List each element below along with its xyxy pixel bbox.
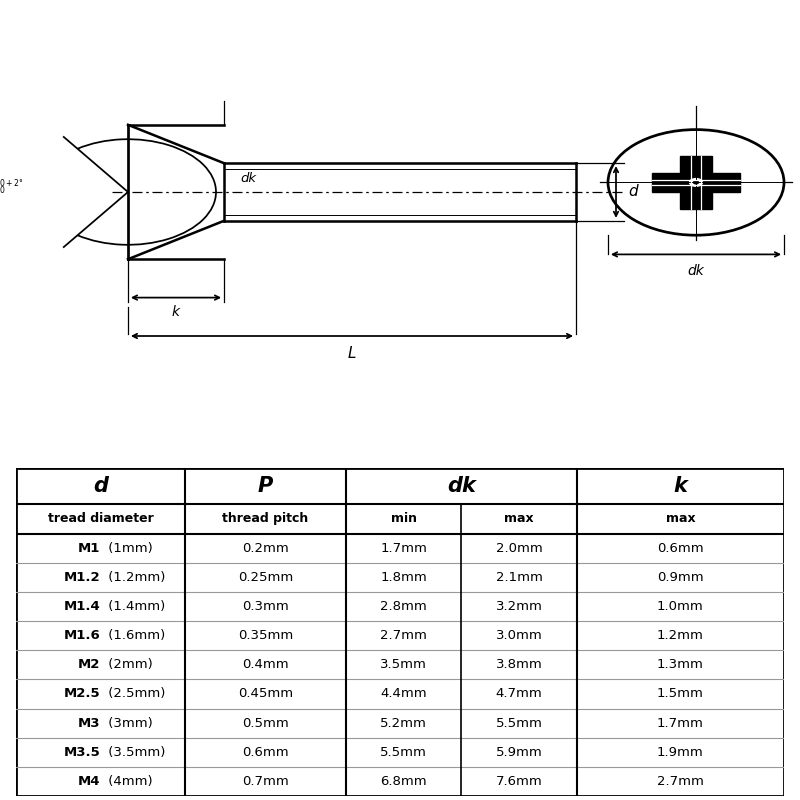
Text: 1.5mm: 1.5mm [657,687,704,701]
Polygon shape [652,173,740,192]
Text: (1.4mm): (1.4mm) [104,600,166,613]
Text: max: max [666,512,695,526]
Text: (1.2mm): (1.2mm) [104,571,166,584]
Text: 0.5mm: 0.5mm [242,717,289,730]
Text: (3mm): (3mm) [104,717,153,730]
Text: (1mm): (1mm) [104,542,153,554]
Text: 0.7mm: 0.7mm [242,775,289,788]
Text: M1.4: M1.4 [64,600,101,613]
Text: 4.7mm: 4.7mm [496,687,542,701]
Text: 90$^{0+2°}_{0}$: 90$^{0+2°}_{0}$ [0,178,24,197]
Text: dk: dk [688,264,704,278]
Text: d: d [93,476,108,496]
Text: dk: dk [240,172,256,185]
Text: 1.8mm: 1.8mm [381,571,427,584]
Text: 1.7mm: 1.7mm [657,717,704,730]
Text: M1.2: M1.2 [64,571,101,584]
Text: 0.2mm: 0.2mm [242,542,289,554]
Text: max: max [504,512,534,526]
Text: 0.9mm: 0.9mm [657,571,704,584]
Text: 7.6mm: 7.6mm [496,775,542,788]
Text: tread diameter: tread diameter [48,512,154,526]
Text: M2.5: M2.5 [64,687,101,701]
Text: (2mm): (2mm) [104,658,153,671]
Text: 5.2mm: 5.2mm [381,717,427,730]
Text: 2.0mm: 2.0mm [496,542,542,554]
Text: M1.6: M1.6 [64,629,101,642]
Text: L: L [348,346,356,361]
Circle shape [694,181,698,184]
Text: 0.6mm: 0.6mm [657,542,704,554]
Circle shape [690,178,702,186]
Text: M1: M1 [78,542,101,554]
Text: (4mm): (4mm) [104,775,153,788]
Text: 3.5mm: 3.5mm [381,658,427,671]
Text: 5.5mm: 5.5mm [381,746,427,758]
Text: 3.2mm: 3.2mm [496,600,542,613]
Text: min: min [391,512,417,526]
Text: 2.8mm: 2.8mm [381,600,427,613]
Text: 1.0mm: 1.0mm [657,600,704,613]
Text: 1.7mm: 1.7mm [381,542,427,554]
Text: 1.2mm: 1.2mm [657,629,704,642]
Text: (3.5mm): (3.5mm) [104,746,166,758]
Text: M2: M2 [78,658,101,671]
Text: k: k [674,476,687,496]
Text: (2.5mm): (2.5mm) [104,687,166,701]
Text: M4: M4 [78,775,101,788]
Text: 6.8mm: 6.8mm [381,775,427,788]
Text: 0.45mm: 0.45mm [238,687,293,701]
Text: 0.35mm: 0.35mm [238,629,294,642]
Text: thread pitch: thread pitch [222,512,309,526]
Text: 2.7mm: 2.7mm [381,629,427,642]
Text: P: P [258,476,274,496]
Text: (1.6mm): (1.6mm) [104,629,166,642]
Text: 0.4mm: 0.4mm [242,658,289,671]
Polygon shape [680,156,712,209]
Text: k: k [172,305,180,318]
Text: 1.3mm: 1.3mm [657,658,704,671]
Text: dk: dk [447,476,476,496]
Text: 4.4mm: 4.4mm [381,687,427,701]
Text: 0.3mm: 0.3mm [242,600,289,613]
Text: 0.6mm: 0.6mm [242,746,289,758]
Text: M3: M3 [78,717,101,730]
Text: 3.0mm: 3.0mm [496,629,542,642]
Text: 1.9mm: 1.9mm [657,746,704,758]
Text: 3.8mm: 3.8mm [496,658,542,671]
Text: 2.7mm: 2.7mm [657,775,704,788]
Text: d: d [628,185,638,199]
Text: 5.9mm: 5.9mm [496,746,542,758]
Text: M3.5: M3.5 [64,746,101,758]
Text: 2.1mm: 2.1mm [496,571,542,584]
Text: 5.5mm: 5.5mm [496,717,542,730]
Text: 0.25mm: 0.25mm [238,571,294,584]
